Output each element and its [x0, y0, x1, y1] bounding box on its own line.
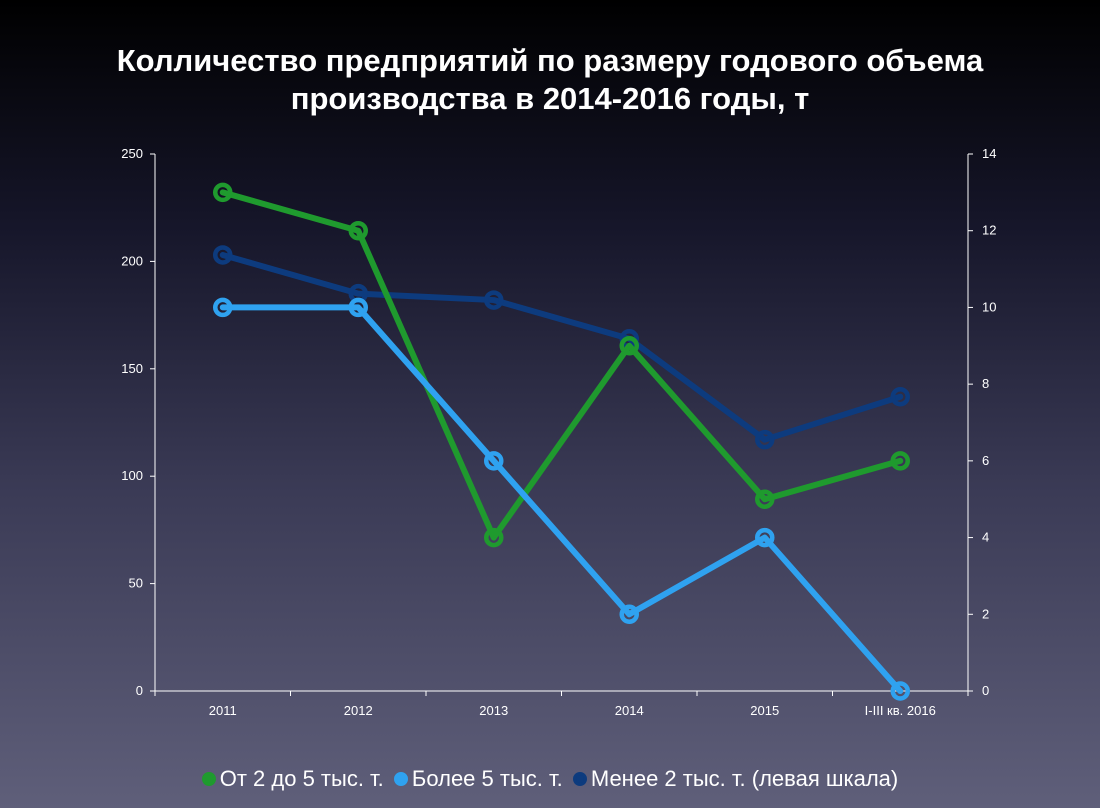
chart-axes: 0 50 100 150 200 250 0 2 4 6 8 10 12 14 2011 2012 2013 20… — [121, 146, 996, 718]
x-tick-label: 2015 — [750, 703, 779, 718]
legend-marker-green — [201, 772, 216, 786]
left-tick-label: 150 — [121, 361, 143, 376]
left-tick-label: 200 — [121, 253, 143, 268]
data-point — [213, 182, 233, 203]
legend: От 2 до 5 тыс. т. Более 5 тыс. т. Менее … — [0, 766, 1100, 792]
data-point — [348, 297, 368, 318]
series-line — [219, 189, 904, 541]
series-1 — [213, 182, 910, 548]
series-3 — [213, 245, 910, 450]
data-point — [484, 451, 504, 471]
data-point — [213, 245, 233, 265]
legend-label-green: От 2 до 5 тыс. т. — [219, 766, 384, 791]
right-tick-label: 2 — [982, 606, 989, 621]
series-layer — [213, 182, 910, 701]
legend-marker-darkblue — [572, 772, 587, 786]
right-tick-label: 8 — [982, 376, 989, 391]
data-point — [755, 489, 775, 509]
data-point — [890, 681, 910, 701]
right-tick-label: 4 — [982, 530, 989, 545]
x-tick-label: I-III кв. 2016 — [865, 703, 936, 718]
x-tick-label: 2011 — [209, 703, 237, 718]
series-2 — [213, 297, 910, 701]
right-tick-label: 6 — [982, 453, 989, 468]
right-tick-label: 12 — [982, 223, 996, 238]
legend-item-lightblue: Более 5 тыс. т. — [393, 766, 563, 792]
legend-marker-lightblue — [393, 772, 408, 786]
data-point — [619, 604, 639, 625]
series-line — [219, 304, 904, 694]
series-line — [219, 251, 904, 443]
left-tick-label: 0 — [136, 683, 143, 698]
right-tick-label: 0 — [982, 683, 989, 698]
legend-label-lightblue: Более 5 тыс. т. — [411, 766, 563, 791]
data-point — [890, 386, 910, 407]
left-tick-label: 100 — [121, 468, 143, 483]
x-tick-label: 2013 — [479, 703, 508, 718]
chart-title: Колличество предприятий по размеру годов… — [0, 42, 1100, 118]
chart-title-line-2: производства в 2014-2016 годы, т — [290, 81, 810, 116]
data-point — [755, 429, 775, 450]
data-point — [213, 297, 233, 318]
left-tick-label: 250 — [121, 146, 143, 161]
chart-title-line-1: Колличество предприятий по размеру годов… — [116, 43, 984, 78]
x-tick-label: 2012 — [344, 703, 373, 718]
legend-label-darkblue: Менее 2 тыс. т. (левая шкала) — [590, 766, 899, 791]
data-point — [755, 527, 775, 548]
right-tick-label: 10 — [982, 299, 996, 314]
right-tick-label: 14 — [982, 146, 996, 161]
legend-item-green: От 2 до 5 тыс. т. — [201, 766, 384, 792]
data-point — [619, 336, 639, 356]
data-point — [348, 220, 368, 241]
left-tick-label: 50 — [129, 576, 143, 591]
data-point — [484, 527, 504, 548]
x-tick-label: 2014 — [615, 703, 644, 718]
data-point — [484, 290, 504, 310]
data-point — [890, 451, 910, 471]
legend-item-darkblue: Менее 2 тыс. т. (левая шкала) — [572, 766, 899, 792]
